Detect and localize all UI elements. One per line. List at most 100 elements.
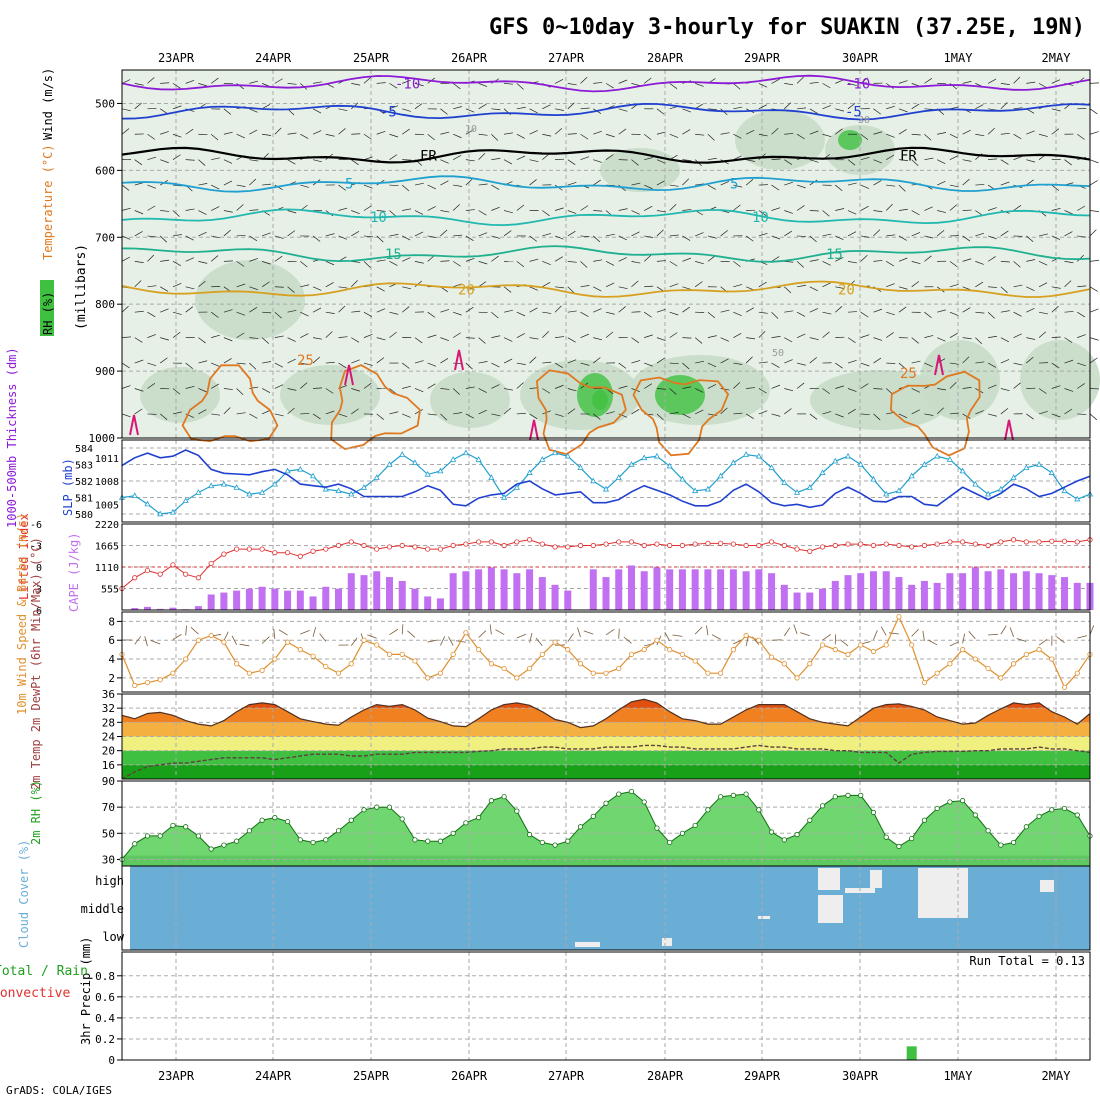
wind-barb (593, 82, 603, 84)
thickness-marker (386, 461, 393, 467)
rh-marker (1061, 805, 1068, 812)
wind-barb (1051, 207, 1061, 211)
surface-wind-barb (793, 624, 798, 635)
pressure-tick-label: 800 (95, 298, 115, 311)
wind-barb (134, 102, 142, 110)
rh-tick-label: 90 (102, 775, 115, 788)
axis-label-rh: RH (%) (41, 292, 55, 335)
cloud-block (918, 888, 968, 918)
wind-barb (682, 306, 690, 313)
wind-barb (605, 311, 615, 315)
wind-barb (1000, 359, 1010, 364)
wind-barb (835, 256, 844, 262)
wind-barb (529, 258, 539, 262)
surface-wind-barb (427, 639, 438, 643)
wind-barb (376, 308, 386, 313)
wind-barb (924, 108, 934, 110)
thickness-marker (131, 492, 138, 499)
wind-barb (682, 159, 692, 162)
wind-barb (720, 181, 729, 186)
wind-barb (949, 261, 958, 267)
thickness-marker (793, 489, 801, 495)
wind-barb (835, 79, 844, 84)
isotherm-label: -10 (845, 76, 870, 92)
temp-tick-label: 32 (102, 702, 115, 715)
wind-barb (300, 382, 308, 389)
wind-barb (809, 357, 818, 364)
wind-barb (452, 154, 462, 160)
lifted-index-marker (374, 546, 380, 552)
wind-barb (236, 204, 244, 211)
wind-speed-marker (679, 651, 686, 657)
wind-barb (1013, 205, 1022, 211)
wind-barb (746, 337, 756, 340)
wind-barb (873, 210, 883, 213)
date-label-top: 2MAY (1042, 51, 1072, 65)
wind-barb (554, 108, 564, 111)
wind-barb (949, 283, 959, 288)
wind-barb (784, 408, 792, 415)
cloud-row-label: low (102, 930, 124, 944)
wind-barb (695, 183, 705, 186)
wind-barb (1013, 382, 1021, 389)
wind-barb (720, 309, 730, 313)
wind-barb (707, 108, 717, 110)
cape-bar (729, 569, 737, 610)
wind-barb (784, 286, 792, 294)
wind-barb (593, 179, 601, 186)
thickness-marker (233, 484, 240, 490)
wind-barb (211, 235, 221, 239)
lifted-index-marker (246, 546, 252, 552)
wind-barb (1013, 107, 1023, 110)
wind-barb (452, 204, 460, 211)
wind-barb (567, 159, 576, 165)
wind-speed-marker (476, 647, 482, 653)
wind-barb (198, 210, 207, 215)
wind-barb (478, 388, 487, 393)
isotherm-label: 5 (730, 177, 738, 193)
cape-tick-label: 1110 (95, 563, 119, 574)
wind-barb (312, 159, 322, 163)
wind-barb (593, 413, 601, 420)
wind-barb (1000, 230, 1009, 237)
wind-barb (618, 208, 628, 211)
wind-barb (644, 383, 653, 389)
wind-barb (796, 184, 806, 189)
wind-barb (1089, 131, 1099, 135)
wind-barb (669, 133, 679, 138)
wind-barb (516, 311, 526, 317)
wind-barb (376, 82, 386, 84)
lifted-index-marker (577, 542, 584, 549)
cape-bar (424, 596, 432, 610)
lifted-index-marker (297, 553, 303, 559)
wind-barb (733, 133, 742, 139)
wind-barb (975, 337, 983, 345)
wind-barb (1013, 333, 1022, 338)
surface-wind-barb (495, 629, 505, 635)
wind-barb (542, 311, 552, 314)
wind-barb (160, 131, 169, 135)
wind-barb (975, 104, 984, 110)
wind-barb (325, 388, 334, 394)
wind-barb (1089, 357, 1098, 364)
wind-barb (1077, 235, 1087, 238)
wind-tick-label: 2 (108, 672, 115, 685)
wind-barb (822, 331, 830, 338)
lifted-index-marker (221, 551, 227, 557)
rh-marker (718, 794, 724, 800)
thickness-marker (309, 472, 317, 479)
pressure-tick-label: 700 (95, 231, 115, 244)
cape-bar (882, 571, 890, 610)
lifted-index-marker (170, 562, 176, 568)
date-label-top: 29APR (744, 51, 781, 65)
lifted-index-marker (501, 542, 507, 549)
wind-barb (160, 357, 168, 364)
cape-bar (819, 588, 827, 610)
pressure-tick-label: 1000 (89, 432, 116, 445)
wind-barb (223, 407, 231, 415)
wind-barb (796, 284, 806, 288)
wind-barb (605, 411, 615, 415)
wind-barb (937, 388, 947, 391)
wind-barb (542, 153, 550, 160)
wind-barb (338, 108, 348, 112)
